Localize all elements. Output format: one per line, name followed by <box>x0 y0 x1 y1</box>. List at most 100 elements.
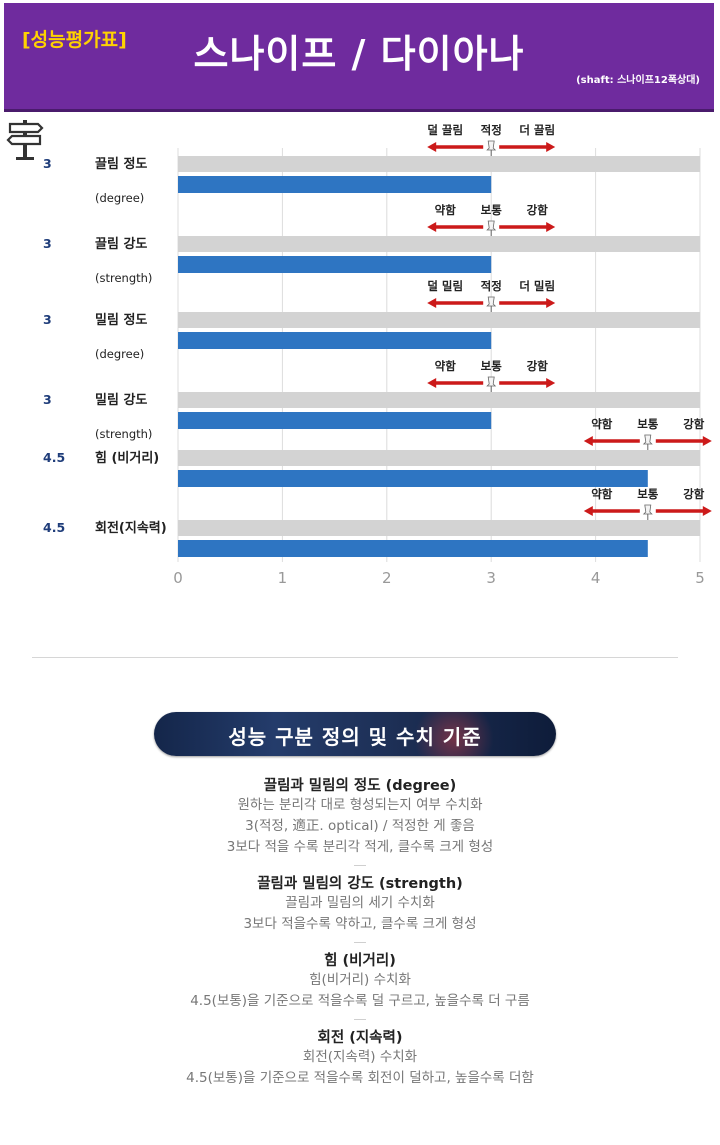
scale-mid-label: 적정 <box>481 279 502 293</box>
definition-line: 3보다 적을수록 약하고, 클수록 크게 형성 <box>243 916 477 932</box>
left-arrow-head <box>427 222 437 232</box>
definition-title: 힘 (비거리) <box>324 953 396 969</box>
scale-left-label: 덜 끌림 <box>427 123 463 137</box>
category-name: 밀림 정도 <box>95 312 147 328</box>
definition-line: 회전(지속력) 수치화 <box>302 1049 418 1065</box>
right-arrow-head <box>546 298 556 308</box>
category-name: 끌림 정도 <box>95 156 147 172</box>
category-subtitle: (strength) <box>95 427 152 441</box>
x-tick-label: 5 <box>695 569 705 587</box>
push-pin-icon <box>486 140 497 151</box>
scale-right-label: 강함 <box>683 487 705 501</box>
push-pin-icon <box>642 434 653 445</box>
shaft-note: (shaft: 스나이프12폭상대) <box>576 75 700 86</box>
scale-right-label: 더 밀림 <box>519 279 555 293</box>
category-subtitle: (degree) <box>95 191 144 205</box>
scale-right-label: 강함 <box>527 203 549 217</box>
x-tick-label: 1 <box>278 569 288 587</box>
scale-right-label: 강함 <box>683 417 705 431</box>
push-pin-icon <box>486 376 497 387</box>
value-bar <box>178 540 648 557</box>
left-arrow-head <box>583 436 593 446</box>
value-bar <box>178 176 492 193</box>
score-label: 3 <box>43 392 52 407</box>
left-arrow-head <box>583 506 593 516</box>
scale-left-label: 약함 <box>435 203 457 217</box>
definition-line: 4.5(보통)을 기준으로 적을수록 회전이 덜하고, 높을수록 더함 <box>186 1070 534 1086</box>
right-arrow-head <box>546 142 556 152</box>
track-bar <box>178 236 700 252</box>
definitions-list: 끌림과 밀림의 정도 (degree) 원하는 분리각 대로 형성되는지 여부 … <box>0 770 720 1089</box>
signpost-icon <box>6 120 44 160</box>
push-pin-icon <box>486 296 497 307</box>
scale-mid-label: 보통 <box>637 417 659 431</box>
score-label: 3 <box>43 236 52 251</box>
definition-line: 4.5(보통)을 기준으로 적을수록 덜 구르고, 높을수록 더 구름 <box>190 993 530 1009</box>
definition-power: 힘 (비거리) 힘(비거리) 수치화 4.5(보통)을 기준으로 적을수록 덜 … <box>0 949 720 1012</box>
definition-strength: 끌림과 밀림의 강도 (strength) 끌림과 밀림의 세기 수치화 3보다… <box>0 872 720 935</box>
definition-degree: 끌림과 밀림의 정도 (degree) 원하는 분리각 대로 형성되는지 여부 … <box>0 774 720 858</box>
header-banner: [성능평가표] 스나이프 / 다이아나 (shaft: 스나이프12폭상대) <box>4 3 714 112</box>
scale-right-label: 더 끌림 <box>519 123 555 137</box>
track-bar <box>178 156 700 172</box>
right-arrow-head <box>546 378 556 388</box>
category-name: 회전(지속력) <box>95 520 167 536</box>
x-tick-label: 3 <box>486 569 496 587</box>
page-title: 스나이프 / 다이아나 <box>193 32 525 76</box>
push-pin-icon <box>486 220 497 231</box>
x-tick-label: 0 <box>173 569 183 587</box>
category-subtitle: (degree) <box>95 347 144 361</box>
category-name: 끌림 강도 <box>95 236 147 252</box>
x-tick-label: 4 <box>591 569 601 587</box>
definition-title: 끌림과 밀림의 강도 (strength) <box>257 876 463 892</box>
score-label: 3 <box>43 156 52 171</box>
category-subtitle: (strength) <box>95 271 152 285</box>
scale-right-label: 강함 <box>527 359 549 373</box>
definition-spin: 회전 (지속력) 회전(지속력) 수치화 4.5(보통)을 기준으로 적을수록 … <box>0 1026 720 1089</box>
scale-mid-label: 보통 <box>637 487 659 501</box>
scale-mid-label: 보통 <box>481 359 503 373</box>
right-arrow-head <box>702 436 712 446</box>
scale-mid-label: 적정 <box>481 123 502 137</box>
left-arrow-head <box>427 298 437 308</box>
section-divider <box>32 657 678 658</box>
definition-line: 3(적정, 適正. optical) / 적정한 게 좋음 <box>245 818 475 834</box>
definition-separator <box>354 942 366 943</box>
x-tick-label: 2 <box>382 569 392 587</box>
definition-separator <box>354 1019 366 1020</box>
definition-line: 3보다 적을 수록 분리각 적게, 클수록 크게 형성 <box>226 839 494 855</box>
definition-title: 끌림과 밀림의 정도 (degree) <box>263 778 457 794</box>
banner-glow <box>404 712 504 756</box>
left-arrow-head <box>427 142 437 152</box>
track-bar <box>178 312 700 328</box>
evaluation-badge: [성능평가표] <box>22 29 127 51</box>
score-label: 4.5 <box>43 520 65 535</box>
value-bar <box>178 256 492 273</box>
definitions-heading: 성능 구분 정의 및 수치 기준 <box>228 725 482 749</box>
scale-left-label: 약함 <box>591 417 613 431</box>
scale-mid-label: 보통 <box>481 203 503 217</box>
value-bar <box>178 412 492 429</box>
track-bar <box>178 520 700 536</box>
definitions-heading-banner: 성능 구분 정의 및 수치 기준 <box>154 712 556 756</box>
definition-line: 힘(비거리) 수치화 <box>309 972 411 988</box>
right-arrow-head <box>702 506 712 516</box>
value-bar <box>178 470 648 487</box>
right-arrow-head <box>546 222 556 232</box>
category-name: 힘 (비거리) <box>95 450 159 466</box>
left-arrow-head <box>427 378 437 388</box>
score-label: 4.5 <box>43 450 65 465</box>
scale-left-label: 약함 <box>435 359 457 373</box>
definition-line: 원하는 분리각 대로 형성되는지 여부 수치화 <box>237 797 483 813</box>
value-bar <box>178 332 492 349</box>
push-pin-icon <box>642 504 653 515</box>
score-label: 3 <box>43 312 52 327</box>
category-name: 밀림 강도 <box>95 392 147 408</box>
track-bar <box>178 450 700 466</box>
definition-line: 끌림과 밀림의 세기 수치화 <box>285 895 435 911</box>
performance-chart: 3 끌림 정도(degree)덜 끌림 적정 더 끌림3 끌림 강도(strength)… <box>43 123 712 587</box>
scale-left-label: 약함 <box>591 487 613 501</box>
scale-left-label: 덜 밀림 <box>427 279 463 293</box>
track-bar <box>178 392 700 408</box>
definition-title: 회전 (지속력) <box>317 1030 403 1046</box>
